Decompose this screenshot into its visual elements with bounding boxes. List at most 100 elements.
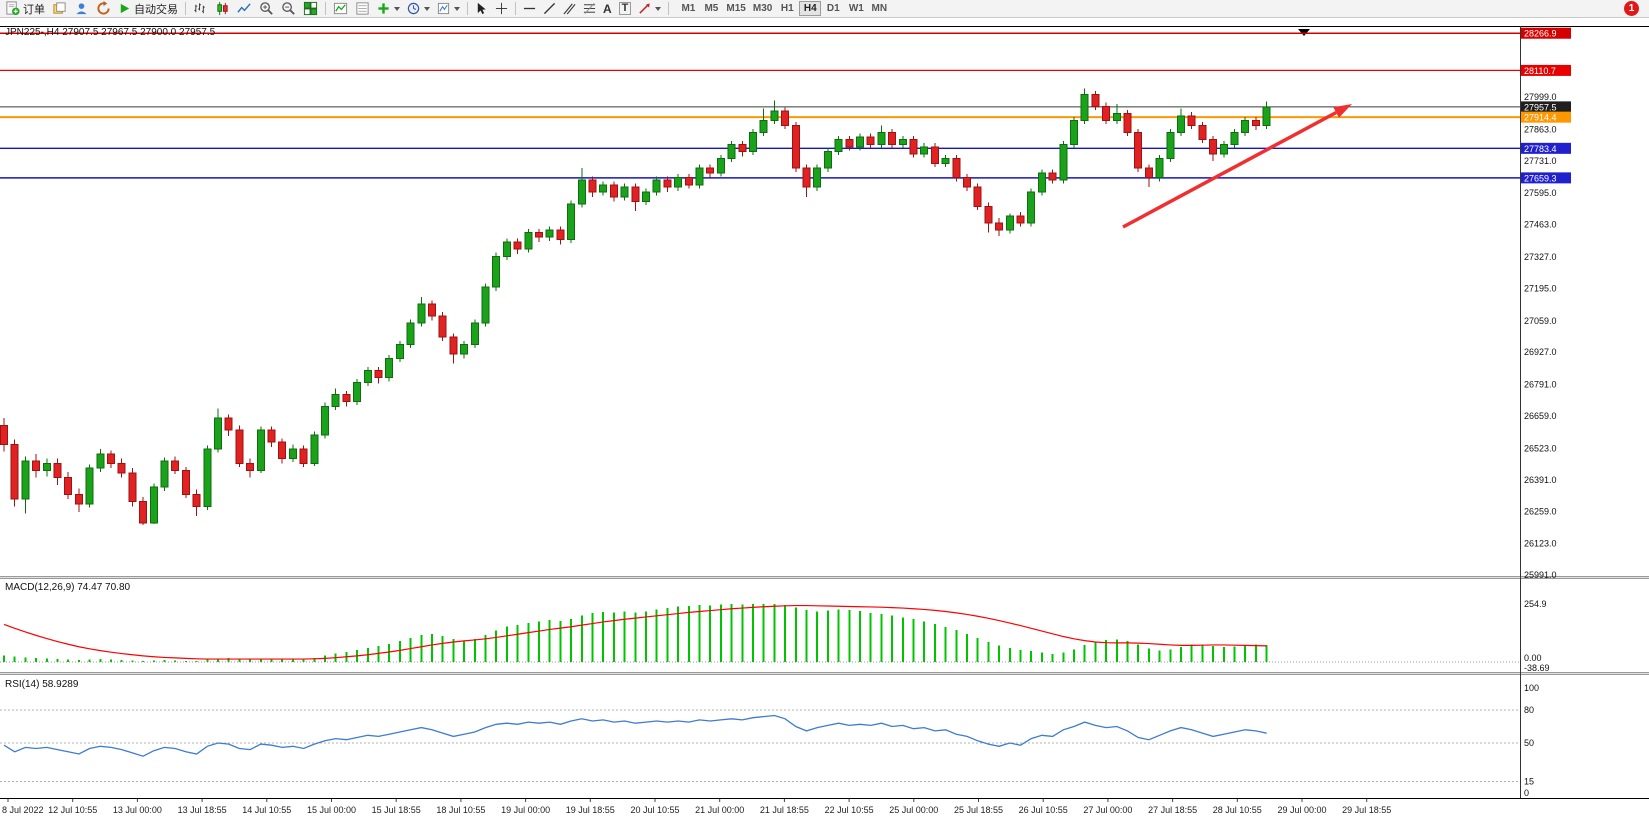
refresh-icon	[97, 1, 110, 15]
periods-button[interactable]	[404, 1, 433, 17]
price-level-badge-label: 28266.9	[1524, 29, 1557, 39]
chart-canvas[interactable]: JPN225-,H4 27907.5 27967.5 27900.0 27957…	[0, 18, 1649, 835]
price-chart[interactable]: JPN225-,H4 27907.5 27967.5 27900.0 27957…	[0, 18, 1649, 835]
price-tick-label: 25991.0	[1524, 570, 1557, 580]
timeframe-button-m5[interactable]: M5	[700, 1, 722, 16]
zoom-in-button[interactable]	[256, 1, 277, 17]
time-tick-label: 25 Jul 18:55	[954, 805, 1003, 815]
trendline-button[interactable]	[540, 1, 559, 17]
clock-icon	[407, 2, 420, 15]
chart-title: JPN225-,H4 27907.5 27967.5 27900.0 27957…	[5, 27, 216, 38]
time-tick-label: 18 Jul 10:55	[436, 805, 485, 815]
profiles-button[interactable]	[49, 1, 70, 17]
price-tick-label: 27863.0	[1524, 124, 1557, 134]
price-tick-label: 27999.0	[1524, 92, 1557, 102]
time-tick-label: 26 Jul 10:55	[1019, 805, 1068, 815]
horizontal-line-button[interactable]	[520, 1, 539, 17]
price-tick-label: 26123.0	[1524, 539, 1557, 549]
time-tick-label: 22 Jul 10:55	[825, 805, 874, 815]
price-level-badge	[1521, 172, 1571, 184]
refresh-button[interactable]	[93, 1, 114, 17]
trendline-icon	[543, 2, 556, 15]
candles-series	[0, 88, 1271, 526]
autotrading-button[interactable]: 自动交易	[115, 1, 181, 17]
notification-badge[interactable]: 1	[1624, 1, 1639, 16]
price-tick-label: 27327.0	[1524, 252, 1557, 262]
dropdown-caret-icon	[454, 6, 460, 11]
price-tick-label: 27463.0	[1524, 220, 1557, 230]
price-scale[interactable]: 27999.0 27863.0 27731.0 27595.0 27463.0 27327…	[1520, 26, 1572, 798]
fibonacci-button[interactable]	[580, 1, 599, 17]
time-tick-label: 14 Jul 10:55	[242, 805, 291, 815]
price-tick-label: 27595.0	[1524, 188, 1557, 198]
candlestick-icon	[217, 1, 228, 16]
dropdown-caret-icon	[394, 6, 400, 11]
bar-chart-button[interactable]	[190, 1, 211, 17]
timeframe-button-m15[interactable]: M15	[723, 1, 748, 16]
rsi-scale-label: 50	[1524, 738, 1534, 748]
channel-icon	[563, 3, 576, 15]
macd-scale-min: -38.69	[1524, 663, 1550, 673]
template-icon	[437, 2, 450, 15]
new-order-button[interactable]: 订单	[2, 1, 48, 17]
data-window-icon	[356, 2, 369, 15]
macd-scale-max: 254.9	[1524, 599, 1547, 609]
timeframe-button-m1[interactable]: M1	[677, 1, 699, 16]
macd-label: MACD(12,26,9) 74.47 70.80	[5, 582, 131, 593]
price-tick-label: 26791.0	[1524, 380, 1557, 390]
price-tick-label: 26523.0	[1524, 443, 1557, 453]
timeframe-button-d1[interactable]: D1	[822, 1, 844, 16]
new-order-label: 订单	[23, 3, 45, 16]
price-tick-label: 26259.0	[1524, 506, 1557, 516]
bar-chart-icon	[194, 3, 205, 14]
timeframe-group: M1 M5 M15 M30 H1 H4 D1 W1 MN	[677, 1, 890, 16]
toolbar-separator	[668, 2, 670, 15]
market-watch-button[interactable]	[71, 1, 92, 17]
dropdown-caret-icon	[424, 6, 430, 11]
time-tick-label: 21 Jul 18:55	[760, 805, 809, 815]
price-tick-label: 27195.0	[1524, 283, 1557, 293]
user-icon	[76, 3, 87, 15]
price-level-badge-label: 28110.7	[1524, 66, 1556, 76]
add-indicator-button[interactable]	[374, 1, 403, 17]
toolbar-separator	[515, 2, 516, 15]
price-level-badge	[1521, 111, 1571, 123]
dropdown-caret-icon	[655, 6, 662, 11]
crosshair-button[interactable]	[492, 1, 511, 17]
text-label-tool-button[interactable]: T	[616, 1, 635, 17]
timeframe-button-h1[interactable]: H1	[776, 1, 798, 16]
time-axis[interactable]: 8 Jul 2022 12 Jul 10:55 13 Jul 00:00 13 Jul…	[2, 799, 1391, 815]
tile-windows-button[interactable]	[300, 1, 321, 17]
price-tick-label: 27731.0	[1524, 156, 1557, 166]
timeframe-button-h4[interactable]: H4	[799, 1, 822, 16]
macd-histogram	[3, 603, 1268, 662]
data-window-button[interactable]	[352, 1, 373, 17]
price-level-badge-label: 27659.3	[1524, 173, 1557, 183]
zoom-out-button[interactable]	[278, 1, 299, 17]
profiles-icon	[53, 2, 66, 14]
candlestick-chart-button[interactable]	[212, 1, 233, 17]
price-level-badge-label: 27783.4	[1524, 144, 1557, 154]
time-tick-label: 15 Jul 00:00	[307, 805, 356, 815]
level-lines[interactable]	[0, 32, 1520, 179]
timeframe-button-mn[interactable]: MN	[868, 1, 890, 16]
tile-windows-icon	[303, 1, 318, 16]
rsi-scale-label: 80	[1524, 705, 1534, 715]
cursor-button[interactable]	[472, 1, 491, 17]
equidistant-channel-button[interactable]	[560, 1, 579, 17]
timeframe-button-m30[interactable]: M30	[750, 1, 775, 16]
indicators-window-button[interactable]	[330, 1, 351, 17]
trend-arrow[interactable]	[1122, 104, 1352, 229]
rsi-scale-label: 100	[1524, 683, 1539, 693]
templates-button[interactable]	[434, 1, 463, 17]
zoom-in-icon	[260, 2, 273, 15]
arrows-tool-button[interactable]	[635, 1, 664, 17]
time-tick-label: 19 Jul 18:55	[566, 805, 615, 815]
timeframe-button-w1[interactable]: W1	[845, 1, 867, 16]
text-tool-button[interactable]: A	[600, 1, 615, 17]
price-level-badge	[1521, 101, 1571, 113]
label-tool-label: T	[618, 2, 632, 15]
add-indicator-icon	[378, 3, 389, 14]
time-tick-label: 12 Jul 10:55	[48, 805, 97, 815]
line-chart-button[interactable]	[234, 1, 255, 17]
